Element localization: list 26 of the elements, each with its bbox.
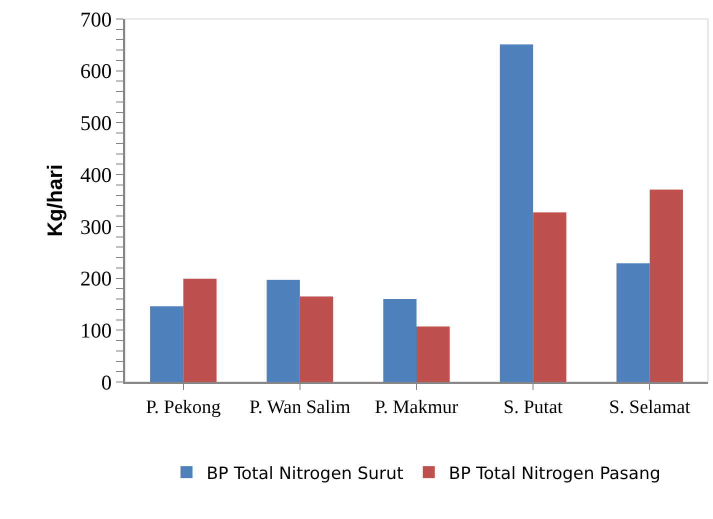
y-tick-label: 700 [80,7,112,32]
bar [533,212,566,382]
y-tick-label: 200 [80,266,112,291]
x-tick-label: S. Selamat [609,396,692,418]
x-tick-label: P. Wan Salim [249,396,351,418]
bar [383,299,416,382]
y-tick-label: 300 [80,214,112,239]
bar [616,263,650,382]
bar [650,190,683,382]
bar [150,306,184,382]
y-tick-label: 600 [80,59,112,84]
y-axis-title: Kg/hari [44,164,67,237]
legend-label: BP Total Nitrogen Pasang [448,464,661,484]
bar [300,296,334,382]
bar [500,44,534,382]
x-tick-label: S. Putat [504,396,564,418]
y-tick-label: 400 [80,162,112,187]
x-tick-label: P. Makmur [374,396,459,418]
bar [266,280,300,382]
legend-label: BP Total Nitrogen Surut [206,464,404,484]
y-tick-label: 500 [80,111,112,136]
y-tick-label: 100 [80,318,112,342]
bar [416,326,450,382]
bar [183,278,217,382]
y-tick-label: 0 [101,370,112,394]
x-tick-label: P. Pekong [146,396,222,418]
